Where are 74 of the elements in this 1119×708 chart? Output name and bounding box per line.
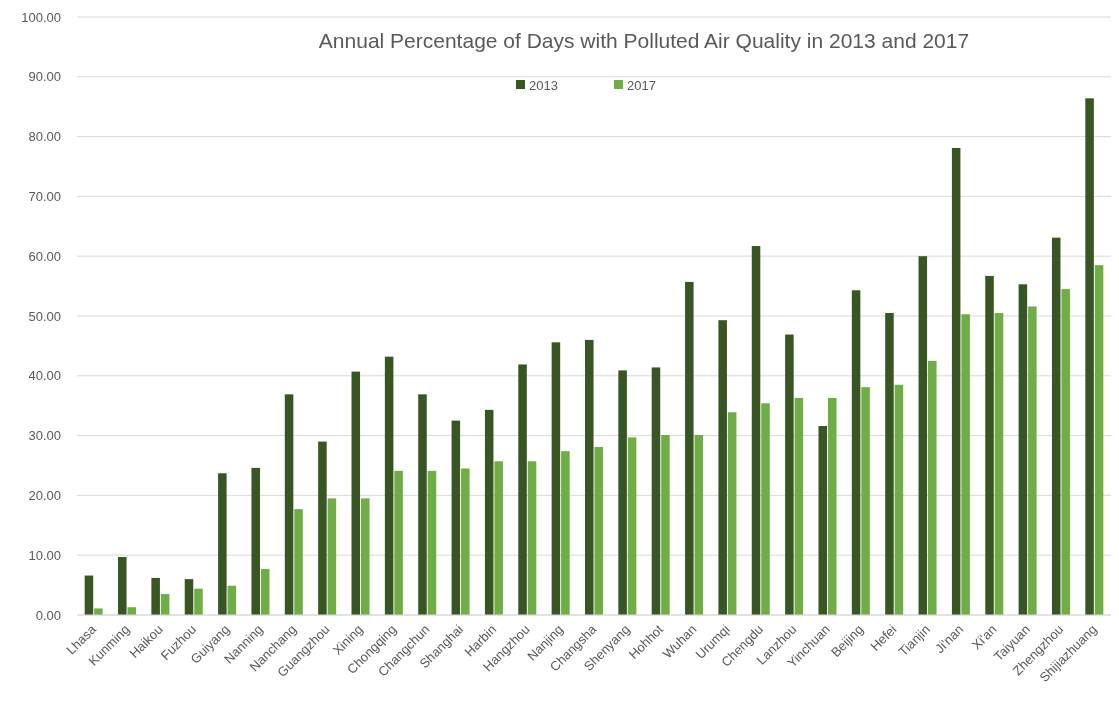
bar xyxy=(518,364,527,615)
bar xyxy=(427,470,437,615)
bar xyxy=(151,577,160,615)
bar xyxy=(618,370,627,615)
bar xyxy=(118,556,127,615)
bar xyxy=(928,360,937,615)
bar xyxy=(184,579,194,615)
y-tick-label: 30.00 xyxy=(28,428,61,444)
bar xyxy=(885,313,894,615)
bar xyxy=(418,394,427,615)
bar xyxy=(861,387,870,615)
bar xyxy=(661,435,670,615)
bar xyxy=(294,509,303,615)
bar xyxy=(461,468,470,615)
bar xyxy=(494,461,503,615)
bar xyxy=(727,412,737,615)
bar xyxy=(318,441,327,615)
bar xyxy=(1061,289,1070,615)
bar xyxy=(584,339,594,615)
y-tick-label: 100.00 xyxy=(21,9,61,25)
bar xyxy=(594,446,604,615)
text: Annual Percentage of Days with Polluted Air Quality in 2013 and 2017 xyxy=(318,29,970,53)
bar xyxy=(627,437,637,615)
bar xyxy=(761,403,770,615)
y-tick-label: 70.00 xyxy=(28,188,61,204)
bar xyxy=(551,342,561,615)
bar xyxy=(785,334,794,615)
y-tick-label: 0.00 xyxy=(35,607,61,623)
y-tick-label: 80.00 xyxy=(28,129,61,145)
bar xyxy=(394,470,403,615)
bar xyxy=(94,608,103,615)
bar xyxy=(561,451,570,615)
bar xyxy=(827,397,837,615)
y-tick-label: 90.00 xyxy=(28,69,61,85)
bar xyxy=(227,585,237,615)
bar xyxy=(451,420,461,615)
bar xyxy=(327,498,337,615)
y-tick-label: 60.00 xyxy=(28,248,61,264)
bar xyxy=(351,371,361,615)
bar xyxy=(1018,284,1028,615)
bar xyxy=(961,314,970,615)
bar xyxy=(651,367,661,615)
bar xyxy=(951,147,961,615)
bar xyxy=(994,313,1004,615)
bar xyxy=(1085,98,1094,615)
bar xyxy=(985,275,994,615)
bar xyxy=(751,246,761,615)
legend-label: 2013 xyxy=(529,77,558,93)
bar xyxy=(527,461,537,615)
bar xyxy=(818,426,828,615)
y-tick-label: 10.00 xyxy=(28,547,61,563)
bar xyxy=(794,397,804,615)
bar xyxy=(918,256,928,615)
bar xyxy=(694,435,704,615)
bar xyxy=(1028,306,1037,615)
bar xyxy=(685,281,694,615)
bar xyxy=(718,320,727,615)
y-tick-label: 40.00 xyxy=(28,368,61,384)
bar xyxy=(1094,265,1104,615)
bar xyxy=(384,356,394,615)
legend-label: 2017 xyxy=(627,77,656,93)
bar xyxy=(360,498,370,615)
bar xyxy=(484,409,494,615)
bar xyxy=(260,568,270,615)
bar xyxy=(194,588,203,615)
y-tick-label: 50.00 xyxy=(28,308,61,324)
bar xyxy=(894,384,904,615)
bar xyxy=(218,473,227,615)
bar xyxy=(251,467,260,615)
bar xyxy=(1051,237,1061,615)
bar xyxy=(84,575,94,615)
bar xyxy=(284,394,294,615)
bar xyxy=(851,290,861,615)
y-tick-label: 20.00 xyxy=(28,487,61,503)
